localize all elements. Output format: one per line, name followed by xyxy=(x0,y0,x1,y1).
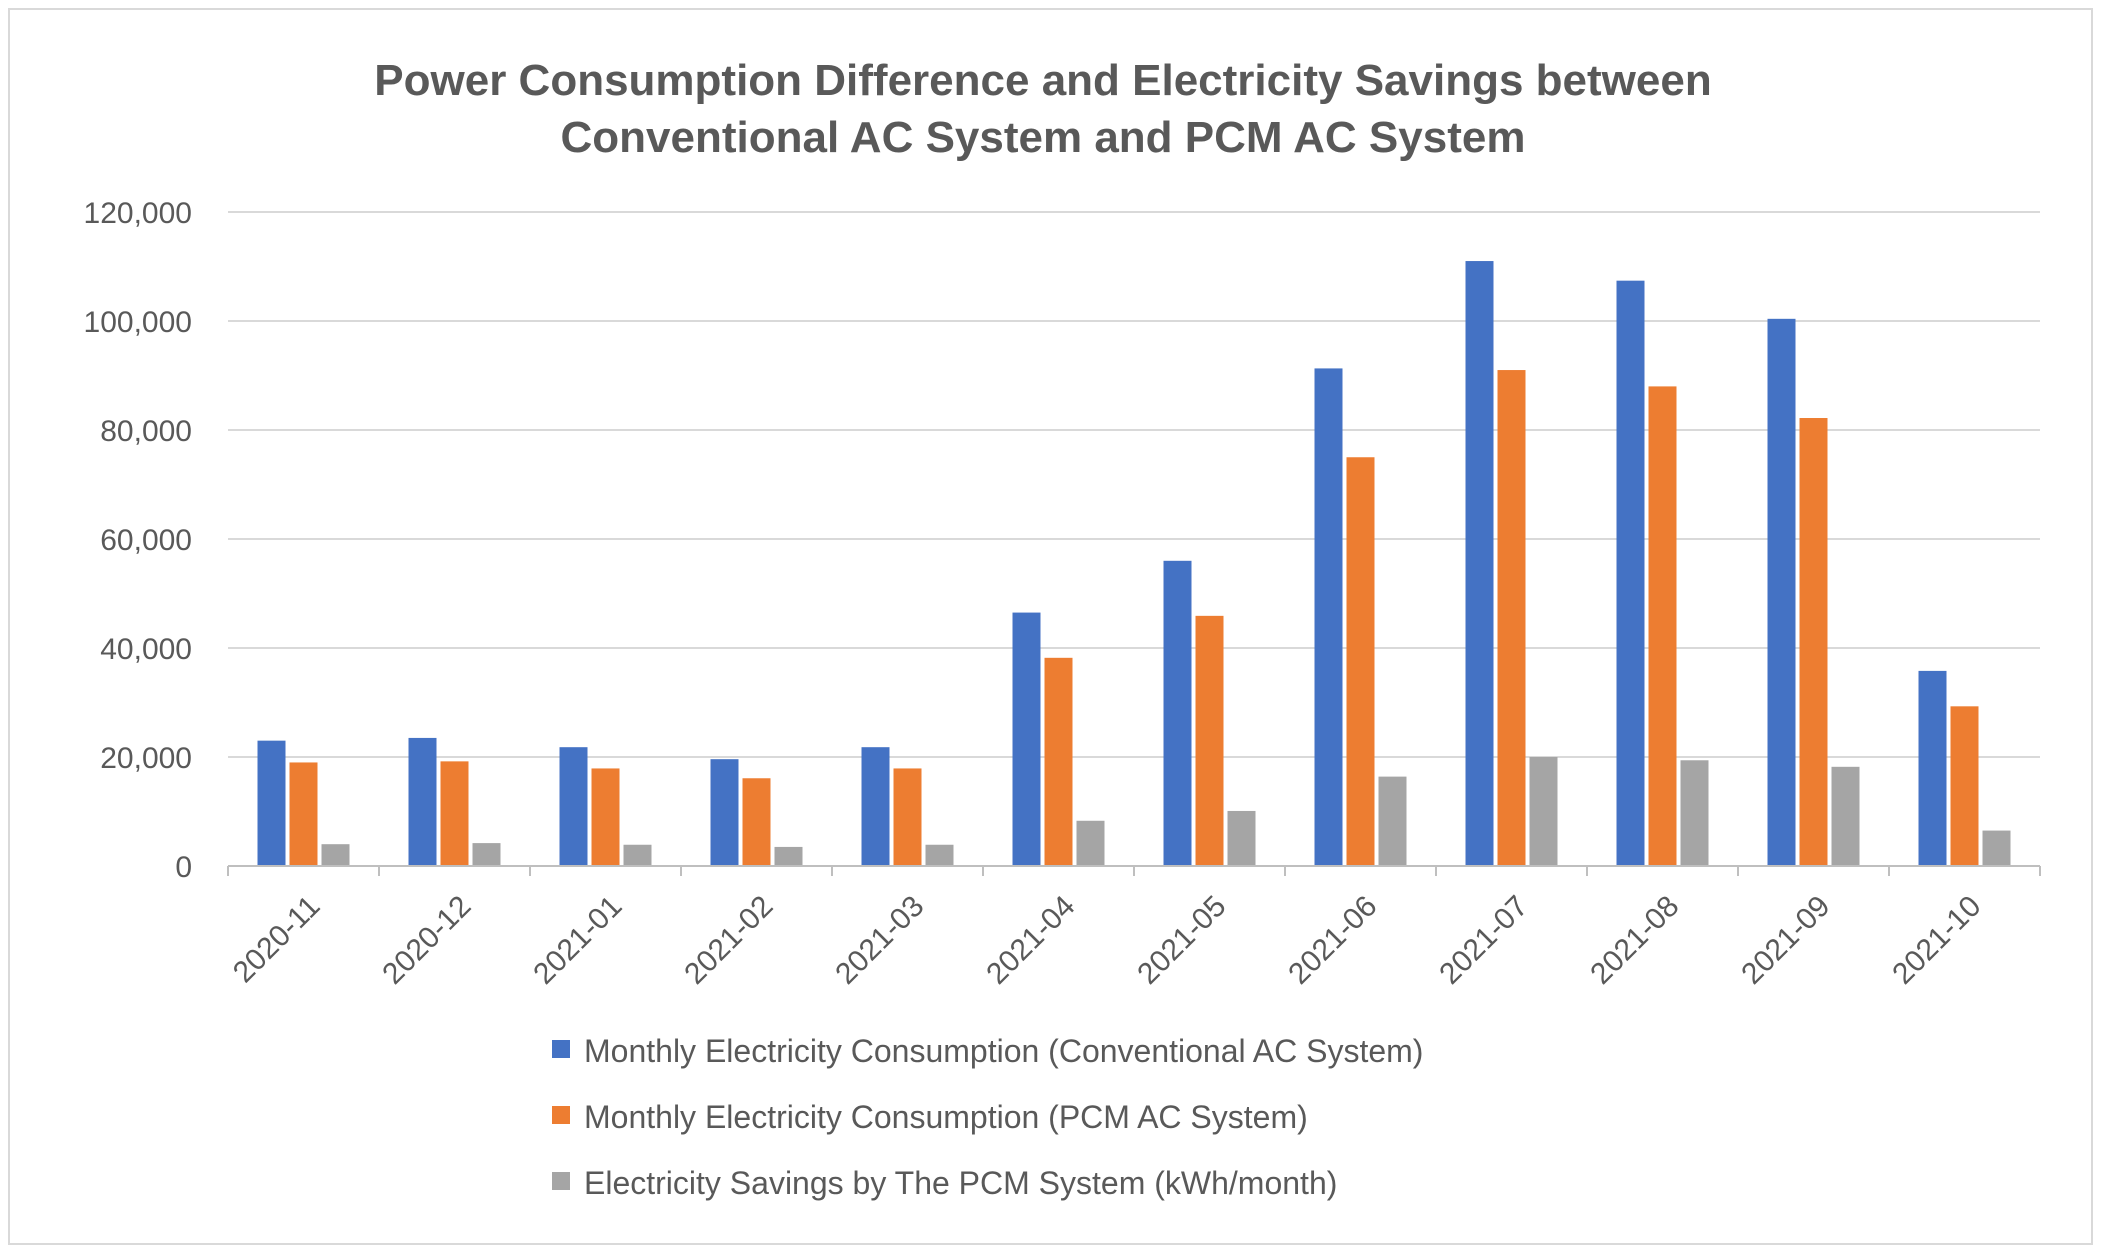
legend-swatch xyxy=(552,1106,570,1124)
x-tick-label: 2021-06 xyxy=(1282,890,1383,991)
bar-conventional-2021-09 xyxy=(1767,318,1796,866)
x-tick-label: 2021-02 xyxy=(678,890,779,991)
chart-title-line-1: Power Consumption Difference and Electri… xyxy=(374,56,1711,105)
bar-savings-2021-01 xyxy=(623,844,652,866)
bar-pcm-2021-01 xyxy=(591,768,620,866)
legend-label: Monthly Electricity Consumption (PCM AC … xyxy=(584,1099,1308,1135)
bar-conventional-2021-03 xyxy=(861,747,890,866)
bar-conventional-2021-07 xyxy=(1465,261,1494,866)
chart-frame xyxy=(8,8,2093,1245)
bar-savings-2020-11 xyxy=(321,844,350,866)
bar-pcm-2021-09 xyxy=(1799,418,1828,866)
x-tick-label: 2021-03 xyxy=(829,890,930,991)
bar-pcm-2021-07 xyxy=(1497,370,1526,866)
bar-pcm-2021-03 xyxy=(893,768,922,866)
y-tick-label: 60,000 xyxy=(100,524,192,557)
bar-pcm-2021-04 xyxy=(1044,657,1073,866)
bar-savings-2021-06 xyxy=(1378,776,1407,866)
bar-conventional-2021-10 xyxy=(1918,670,1947,866)
legend-label: Electricity Savings by The PCM System (k… xyxy=(584,1165,1337,1201)
bar-conventional-2021-06 xyxy=(1314,368,1343,866)
bar-conventional-2020-11 xyxy=(257,740,286,866)
bar-savings-2021-03 xyxy=(925,844,954,866)
bar-pcm-2021-10 xyxy=(1950,706,1979,866)
bar-conventional-2021-05 xyxy=(1163,560,1192,866)
y-tick-label: 20,000 xyxy=(100,742,192,775)
bar-savings-2020-12 xyxy=(472,843,501,866)
x-tick-label: 2020-12 xyxy=(376,890,477,991)
chart-title-line-2: Conventional AC System and PCM AC System xyxy=(561,113,1526,162)
bar-savings-2021-07 xyxy=(1529,757,1558,866)
legend-swatch xyxy=(552,1040,570,1058)
bars xyxy=(257,261,2011,866)
y-axis-ticks: 0 20,000 40,000 60,000 80,000 100,000 120,000 xyxy=(84,197,192,884)
x-tick-label: 2020-11 xyxy=(227,890,327,990)
x-tick-label: 2021-09 xyxy=(1735,890,1836,991)
bar-pcm-2021-05 xyxy=(1195,615,1224,866)
y-tick-label: 0 xyxy=(175,851,192,884)
x-tick-label: 2021-08 xyxy=(1584,890,1685,991)
bar-conventional-2021-04 xyxy=(1012,612,1041,866)
bar-pcm-2021-08 xyxy=(1648,386,1677,866)
bar-conventional-2021-01 xyxy=(559,747,588,866)
y-tick-label: 100,000 xyxy=(84,306,192,339)
bar-pcm-2021-06 xyxy=(1346,457,1375,866)
bar-conventional-2021-08 xyxy=(1616,280,1645,866)
legend: Monthly Electricity Consumption (Convent… xyxy=(552,1033,1423,1201)
x-axis-ticks: 2020-11 2020-12 2021-01 2021-02 2021-03 2021-… xyxy=(227,890,1988,991)
x-axis xyxy=(227,865,2041,876)
bar-savings-2021-05 xyxy=(1227,810,1256,866)
bar-pcm-2020-12 xyxy=(440,761,469,866)
y-tick-label: 120,000 xyxy=(84,197,192,230)
bar-savings-2021-04 xyxy=(1076,820,1105,866)
x-tick-label: 2021-01 xyxy=(527,890,628,991)
legend-swatch xyxy=(552,1172,570,1190)
bar-savings-2021-10 xyxy=(1982,830,2011,866)
gridlines xyxy=(228,211,2040,758)
x-tick-label: 2021-07 xyxy=(1433,890,1534,991)
bar-savings-2021-02 xyxy=(774,846,803,866)
bar-savings-2021-09 xyxy=(1831,766,1860,866)
legend-label: Monthly Electricity Consumption (Convent… xyxy=(584,1033,1423,1069)
bar-pcm-2021-02 xyxy=(742,778,771,866)
chart-title: Power Consumption Difference and Electri… xyxy=(374,56,1711,162)
bar-pcm-2020-11 xyxy=(289,762,318,866)
bar-conventional-2021-02 xyxy=(710,759,739,866)
bar-conventional-2020-12 xyxy=(408,737,437,866)
x-tick-label: 2021-05 xyxy=(1131,890,1232,991)
x-tick-label: 2021-04 xyxy=(980,890,1081,991)
y-tick-label: 80,000 xyxy=(100,415,192,448)
y-tick-label: 40,000 xyxy=(100,633,192,666)
bar-savings-2021-08 xyxy=(1680,760,1709,866)
x-tick-label: 2021-10 xyxy=(1886,890,1987,991)
